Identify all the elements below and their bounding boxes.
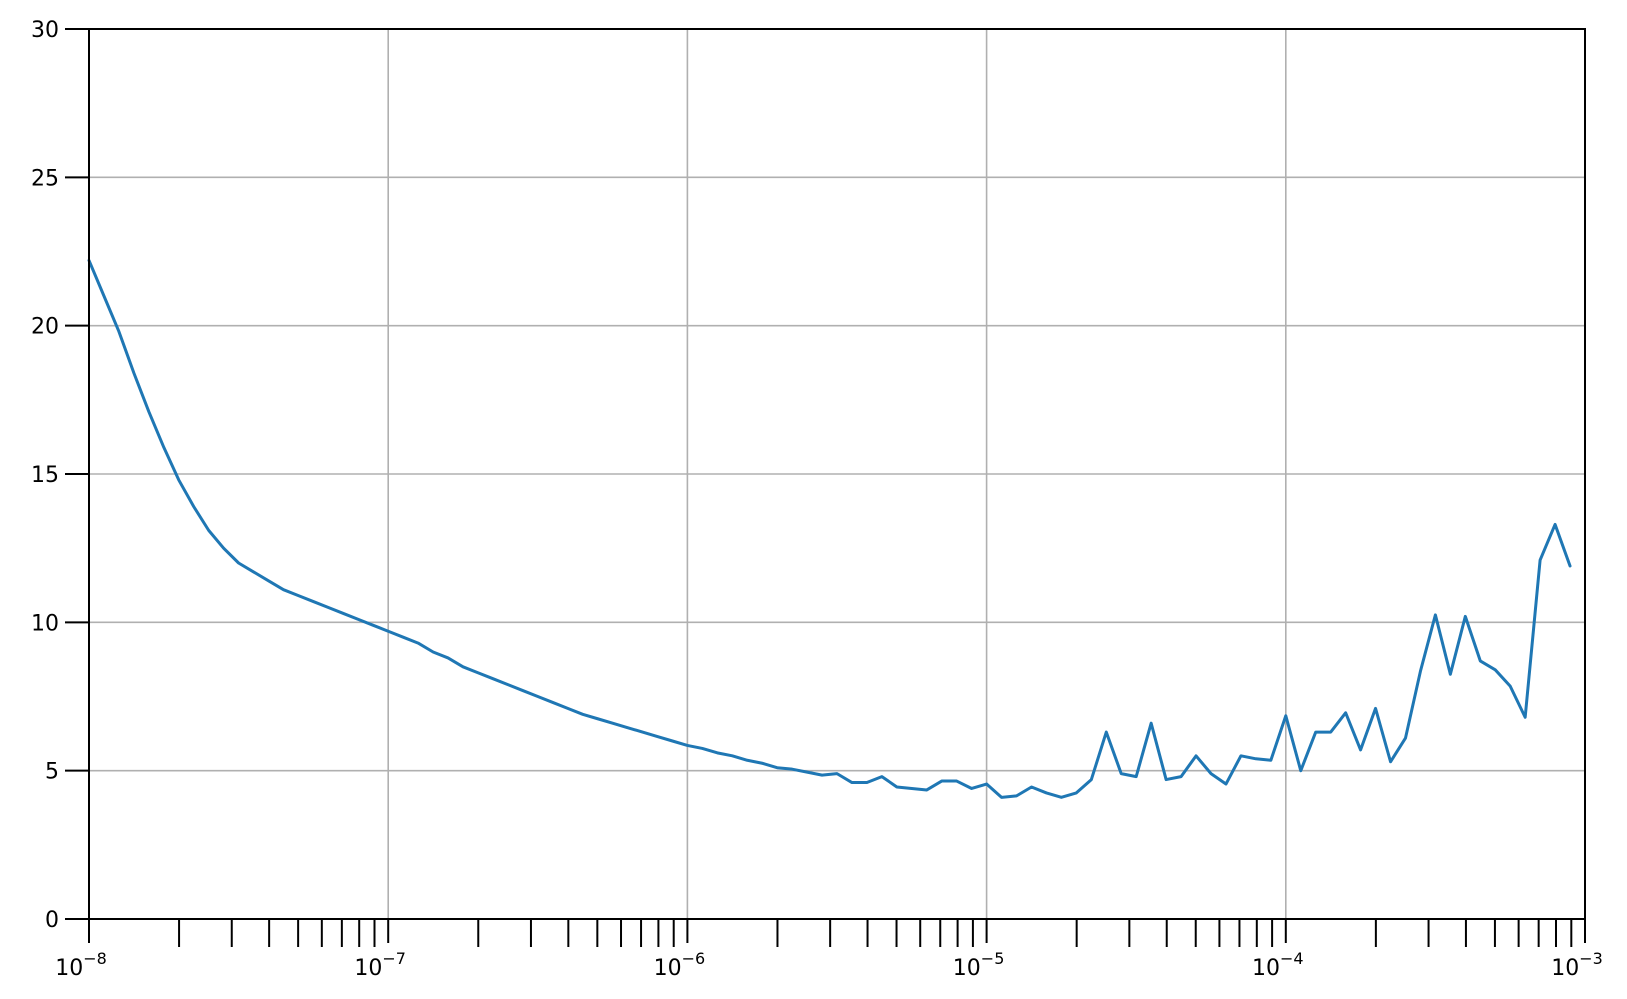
grid — [88, 28, 1586, 920]
y-tick-label: 10 — [31, 611, 59, 636]
y-tick-label: 30 — [31, 18, 59, 43]
x-minor-ticks — [178, 919, 1573, 947]
x-tick-label: 10−6 — [654, 949, 706, 981]
x-tick-label: 10−3 — [1551, 949, 1603, 981]
x-tick-label: 10−5 — [953, 949, 1005, 981]
tick-labels: 0 5 10 15 20 25 30 10−8 10−7 10−6 10−5 10−4 10−3 — [31, 18, 1603, 981]
y-tick-label: 25 — [31, 166, 59, 191]
y-tick-label: 5 — [45, 760, 59, 785]
x-tick-label: 10−8 — [55, 949, 107, 981]
x-tick-label: 10−7 — [354, 949, 406, 981]
plot-frame — [88, 28, 1586, 920]
x-tick-label: 10−4 — [1252, 949, 1304, 981]
series-layer — [87, 258, 1572, 799]
y-tick-label: 20 — [31, 315, 59, 340]
axis-ticks — [65, 28, 1586, 943]
series-line — [87, 258, 1572, 799]
y-tick-label: 0 — [45, 908, 59, 933]
y-tick-label: 15 — [31, 463, 59, 488]
